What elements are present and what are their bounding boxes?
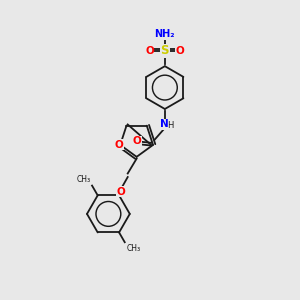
- Text: N: N: [160, 119, 169, 129]
- Text: O: O: [133, 136, 142, 146]
- Text: NH₂: NH₂: [154, 29, 175, 39]
- Text: O: O: [176, 46, 185, 56]
- Text: O: O: [117, 187, 125, 196]
- Text: O: O: [114, 140, 123, 150]
- Text: S: S: [160, 44, 169, 57]
- Text: O: O: [145, 46, 154, 56]
- Text: CH₃: CH₃: [126, 244, 140, 253]
- Text: H: H: [167, 122, 173, 130]
- Text: CH₃: CH₃: [76, 175, 91, 184]
